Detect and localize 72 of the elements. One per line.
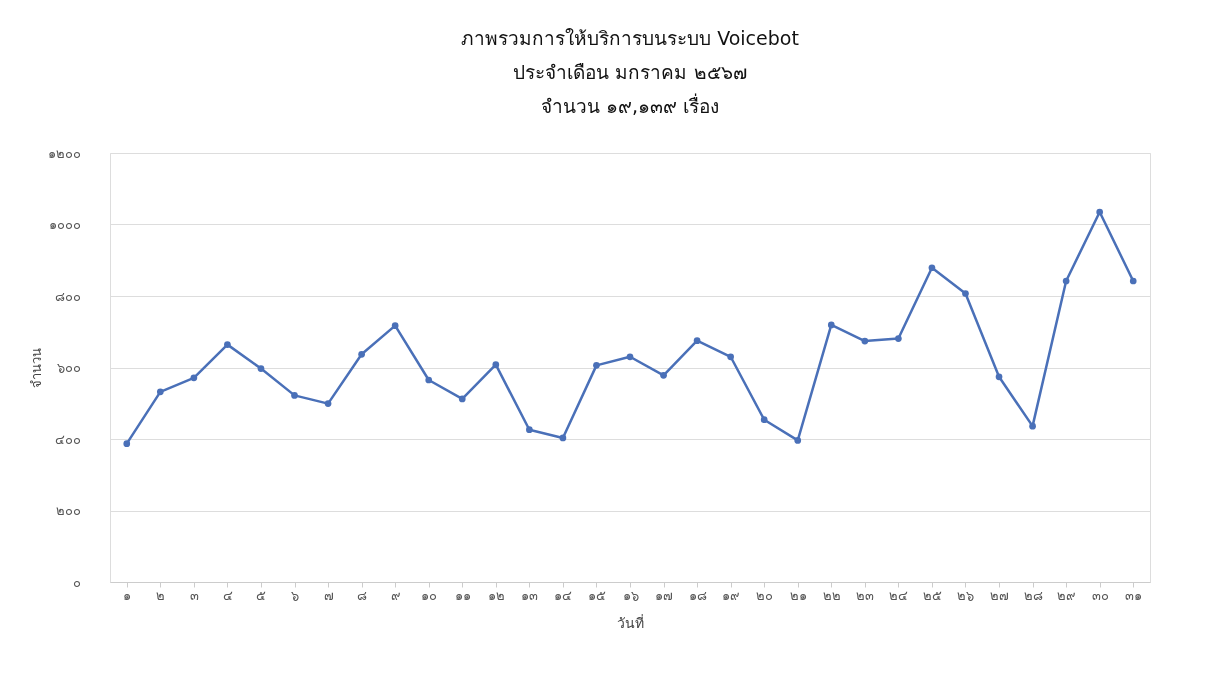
point <box>224 341 231 348</box>
x-tick-label: ๗ <box>323 587 334 603</box>
x-tick-label: ๒๘ <box>1023 587 1043 603</box>
point <box>526 426 533 434</box>
x-tick-label: ๑๓ <box>521 587 539 603</box>
x-tick-label: ๒๓ <box>856 587 875 603</box>
chart-title: ภาพรวมการให้บริการบนระบบ Voicebot ประจำเดือน มกราคม ๒๕๖๗ จำนวน ๑๙,๑๓๙ เรื่อง <box>461 27 799 117</box>
x-tick-label: ๘ <box>357 587 368 603</box>
x-tick-label: ๑๖ <box>622 587 639 603</box>
x-tick-label: ๓๐ <box>1091 587 1109 603</box>
y-tick-label: ๖๐๐ <box>56 360 81 375</box>
x-tick-label: ๑๘ <box>688 587 707 603</box>
x-tick-label: ๑๔ <box>554 587 573 603</box>
x-tick-label: ๑๒ <box>487 587 505 603</box>
point <box>190 374 198 382</box>
x-tick-label: ๑๙ <box>722 587 741 603</box>
x-tick-label: ๑ <box>123 587 132 603</box>
y-tick-label: ๒๐๐ <box>55 503 81 518</box>
point <box>291 392 298 399</box>
x-tick-label: ๒๔ <box>889 587 909 603</box>
point <box>895 335 902 342</box>
point <box>861 337 869 345</box>
x-tick-label: ๒๖ <box>957 587 975 603</box>
point <box>794 437 802 444</box>
x-tick-label: ๑๑ <box>454 587 471 603</box>
x-tick-label: ๕ <box>256 587 267 603</box>
x-axis-title: วันที่ <box>617 613 644 631</box>
y-tick-label: ๔๐๐ <box>54 431 81 447</box>
x-tick-label: ๒๗ <box>990 587 1010 603</box>
point <box>123 440 131 447</box>
point <box>391 322 399 330</box>
x-tick-label: ๒๐ <box>756 587 774 603</box>
point <box>1029 422 1036 430</box>
point <box>827 321 835 329</box>
point <box>760 416 768 424</box>
point <box>1096 208 1104 216</box>
point <box>492 361 500 368</box>
point <box>257 365 265 372</box>
point <box>693 337 701 345</box>
point <box>324 400 332 407</box>
x-tick-label: ๒ <box>156 587 166 603</box>
x-tick-label: ๑๐ <box>421 587 438 603</box>
x-tick-label: ๑๗ <box>655 587 674 603</box>
point <box>660 372 667 379</box>
y-tick-label: ๑๐๐๐ <box>48 217 81 232</box>
point <box>962 290 969 297</box>
point <box>928 264 936 272</box>
point <box>593 362 600 369</box>
x-tick-label: ๖ <box>291 587 300 603</box>
x-tick-label: ๑๕ <box>587 587 606 603</box>
y-tick-label: ๐ <box>72 574 81 590</box>
point <box>1129 277 1137 285</box>
x-tick-label: ๒๕ <box>922 587 942 603</box>
point <box>995 373 1003 381</box>
point <box>156 388 164 396</box>
point <box>425 376 433 384</box>
point <box>358 350 365 358</box>
x-tick-label: ๙ <box>390 587 401 603</box>
x-tick-label: ๔ <box>222 587 233 603</box>
y-tick-label: ๘๐๐ <box>54 288 81 304</box>
y-axis-title: จำนวน <box>28 348 44 388</box>
point <box>1062 277 1070 285</box>
x-tick-label: ๓๑ <box>1125 587 1143 603</box>
y-tick-label: ๑๒๐๐ <box>47 145 81 161</box>
point <box>727 353 734 361</box>
x-tick-label: ๒๑ <box>789 587 807 603</box>
x-tick-label: ๓ <box>189 587 199 603</box>
x-tick-label: ๒๙ <box>1057 587 1077 603</box>
x-tick-label: ๒๒ <box>822 587 841 603</box>
point <box>626 353 634 361</box>
point <box>559 434 567 442</box>
point <box>458 395 466 403</box>
